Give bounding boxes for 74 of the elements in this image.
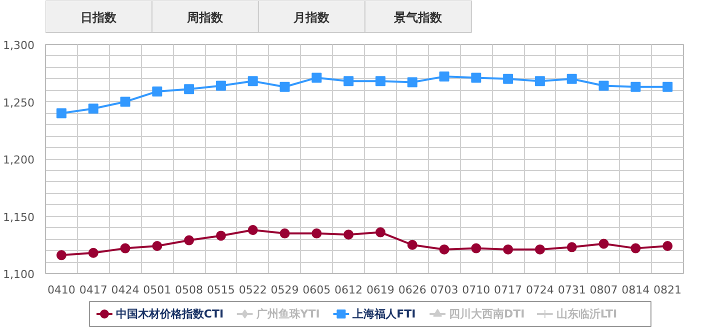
point — [312, 228, 322, 238]
x-tick-label: 0814 — [622, 284, 650, 296]
x-tick-label: 0626 — [398, 284, 426, 296]
x-tick-label: 0508 — [175, 284, 204, 296]
point — [280, 228, 290, 238]
point — [248, 225, 258, 235]
legend-label: 中国木材价格指数CTI — [116, 308, 224, 320]
point — [56, 108, 66, 118]
point — [503, 74, 514, 84]
point — [439, 72, 450, 82]
point — [216, 80, 226, 91]
point — [280, 82, 290, 92]
point — [534, 76, 545, 86]
y-tick-label: 1,200 — [3, 154, 35, 166]
point — [56, 250, 66, 260]
point — [407, 240, 418, 250]
y-tick-label: 1,100 — [3, 268, 35, 281]
text: 景气指数 — [393, 10, 444, 24]
point — [216, 230, 226, 241]
x-tick-label: 0515 — [206, 284, 235, 296]
point — [120, 96, 130, 107]
x-tick-label: 0807 — [590, 284, 618, 296]
point — [471, 72, 482, 83]
legend-label: 四川大西南DTI — [448, 308, 525, 320]
x-tick-label: 0417 — [79, 284, 108, 296]
point — [248, 76, 258, 86]
point — [120, 243, 130, 254]
point — [662, 241, 673, 252]
x-tick-label: 0724 — [526, 284, 554, 296]
point — [439, 244, 450, 254]
x-tick-label: 0703 — [430, 284, 458, 296]
point — [503, 244, 514, 254]
point — [662, 82, 673, 92]
text: 月指数 — [292, 10, 331, 24]
x-tick-label: 0821 — [654, 284, 682, 296]
point — [184, 235, 194, 246]
y-tick-label: 1,300 — [3, 39, 35, 52]
legend-label: 广州鱼珠YTI — [255, 308, 320, 320]
x-tick-label: 0612 — [334, 284, 363, 296]
y-tick-label: 1,250 — [3, 96, 35, 110]
x-tick-label: 0717 — [494, 284, 522, 296]
point — [344, 76, 354, 86]
point — [566, 74, 577, 84]
point — [598, 80, 609, 91]
point — [407, 77, 418, 88]
point — [375, 227, 386, 238]
x-tick-label: 0522 — [238, 284, 267, 296]
point — [630, 82, 641, 92]
point — [598, 238, 609, 249]
point — [471, 243, 482, 254]
x-tick-label: 0410 — [47, 284, 76, 296]
point — [184, 84, 194, 94]
point — [566, 242, 577, 252]
x-tick-label: 0710 — [462, 284, 490, 296]
legend-label: 山东临沂LTI — [556, 308, 618, 320]
x-tick-label: 0424 — [111, 284, 140, 296]
point — [152, 241, 162, 252]
point — [88, 248, 98, 258]
point — [375, 76, 386, 86]
x-tick-label: 0605 — [302, 284, 331, 296]
point — [534, 244, 545, 254]
point — [152, 86, 162, 96]
point — [630, 243, 641, 254]
x-tick-label: 0619 — [366, 284, 394, 296]
text: 周指数 — [186, 10, 224, 24]
x-tick-label: 0501 — [143, 284, 172, 296]
point — [88, 104, 98, 114]
x-tick-label: 0529 — [270, 284, 299, 296]
text: 日指数 — [80, 10, 118, 24]
y-tick-label: 1,150 — [3, 210, 35, 224]
point — [312, 72, 322, 83]
x-tick-label: 0731 — [558, 284, 586, 296]
point — [344, 230, 354, 240]
legend-label: 上海福人FTI — [352, 308, 416, 320]
